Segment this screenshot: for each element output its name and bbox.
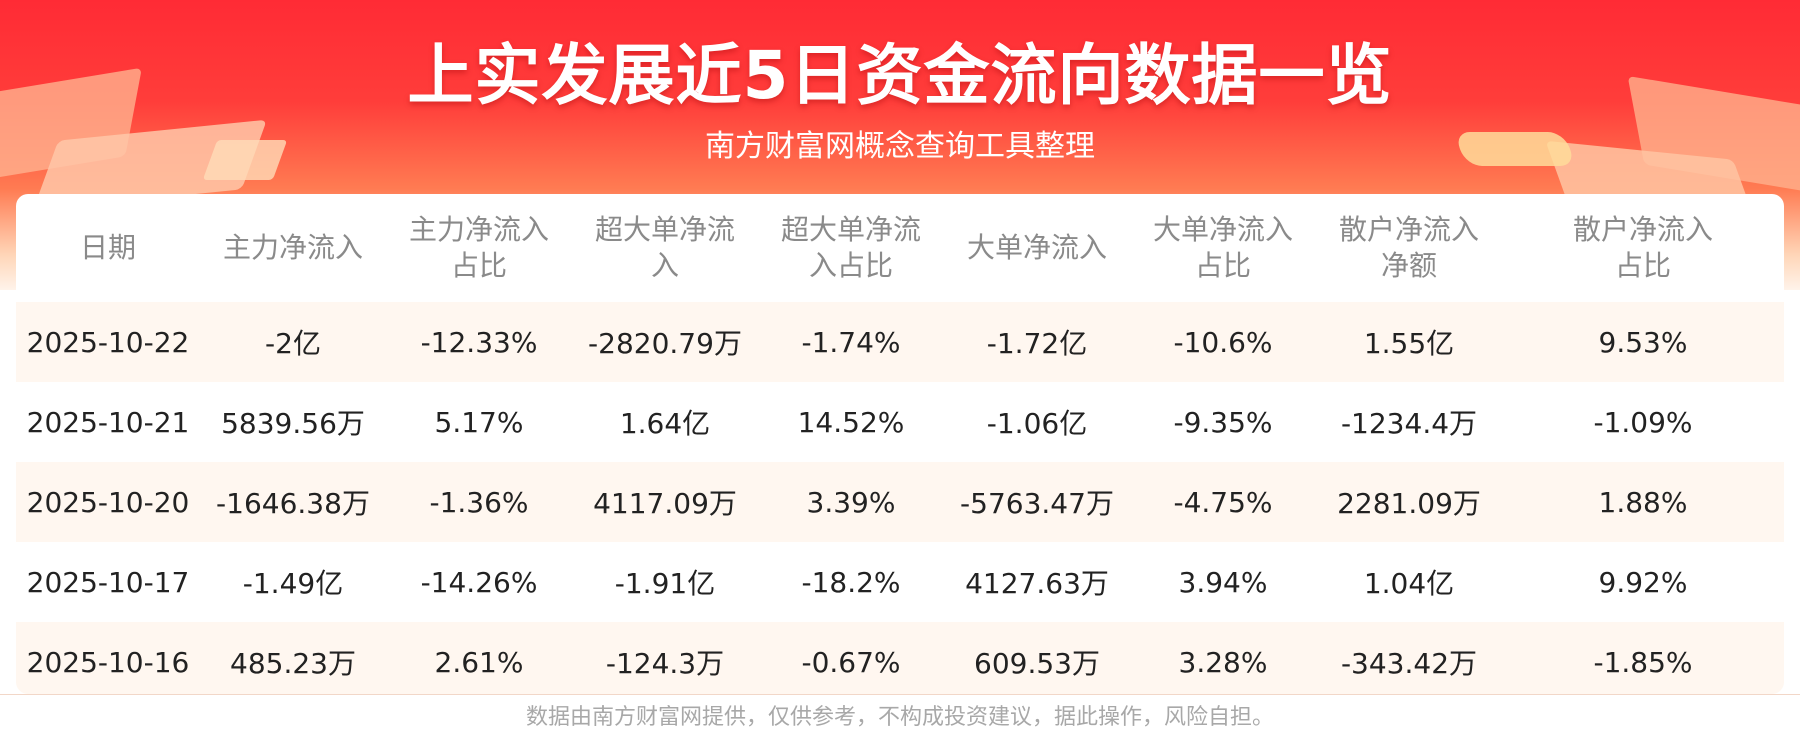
column-header-line: 占比 [450, 249, 507, 282]
column-header-line: 散户净流入 [1338, 213, 1479, 246]
table-card: S 南方财富网 outhmoney.com 日期主力净流入主力净流入占比超大单净… [16, 194, 1784, 694]
value-cell: 2.61% [386, 622, 572, 694]
page-title: 上实发展近5日资金流向数据一览 [407, 37, 1393, 114]
column-header-line: 日期 [79, 231, 136, 264]
table-row: 2025-10-20 -1646.38万 -1.36% 4117.09万 3.39% -5… [16, 462, 1784, 542]
value-cell: 1.04亿 [1316, 542, 1502, 622]
value-cell: 4127.63万 [944, 542, 1130, 622]
date-cell: 2025-10-17 [16, 542, 200, 622]
column-header-line: 超大单净流 [594, 213, 735, 246]
value-cell: -1.85% [1502, 622, 1784, 694]
value-cell: -1.06亿 [944, 382, 1130, 462]
table-row: 2025-10-17 -1.49亿 -14.26% -1.91亿 -18.2% 4127.… [16, 542, 1784, 622]
value-cell: -1646.38万 [200, 462, 386, 542]
column-header-line: 主力净流入 [408, 213, 549, 246]
column-header: 主力净流入 [200, 194, 386, 302]
table-header-row: 日期 主力净流入 主力净流入 占比 超大单净流入超大单净流 入占比 大单净流入 大单净流入 占比… [16, 194, 1784, 302]
table-row: 2025-10-16 485.23万 2.61% -124.3万 -0.67% 609.5… [16, 622, 1784, 694]
column-header-line: 散户净流入 [1572, 213, 1713, 246]
column-header: 日期 [16, 194, 200, 302]
column-header: 大单净流入 [944, 194, 1130, 302]
value-cell: 5839.56万 [200, 382, 386, 462]
page-subtitle: 南方财富网概念查询工具整理 [705, 129, 1095, 164]
column-header: 主力净流入 占比 [386, 194, 572, 302]
date-cell: 2025-10-21 [16, 382, 200, 462]
value-cell: -1234.4万 [1316, 382, 1502, 462]
value-cell: 3.28% [1130, 622, 1316, 694]
table-body: 2025-10-22 -2亿 -12.33% -2820.79万 -1.74% -1.72… [16, 302, 1784, 694]
value-cell: -1.09% [1502, 382, 1784, 462]
column-header: 大单净流入 占比 [1130, 194, 1316, 302]
column-header: 散户净流入 净额 [1316, 194, 1502, 302]
value-cell: 1.55亿 [1316, 302, 1502, 382]
value-cell: -1.91亿 [572, 542, 758, 622]
column-header-line: 大单净流入 [1152, 213, 1293, 246]
fund-flow-table: 日期 主力净流入 主力净流入 占比 超大单净流入超大单净流 入占比 大单净流入 大单净流入 占比… [16, 194, 1784, 694]
table-row: 2025-10-21 5839.56万 5.17% 1.64亿 14.52% -1.06亿… [16, 382, 1784, 462]
value-cell: 609.53万 [944, 622, 1130, 694]
table-row: 2025-10-22 -2亿 -12.33% -2820.79万 -1.74% -1.72… [16, 302, 1784, 382]
value-cell: -5763.47万 [944, 462, 1130, 542]
value-cell: -2亿 [200, 302, 386, 382]
value-cell: -1.36% [386, 462, 572, 542]
disclaimer-footer: 数据由南方财富网提供，仅供参考，不构成投资建议，据此操作，风险自担。 [0, 694, 1800, 743]
column-header-line: 入占比 [808, 249, 893, 282]
value-cell: 9.53% [1502, 302, 1784, 382]
value-cell: -2820.79万 [572, 302, 758, 382]
date-cell: 2025-10-16 [16, 622, 200, 694]
column-header-line: 占比 [1614, 249, 1671, 282]
value-cell: -1.49亿 [200, 542, 386, 622]
value-cell: 3.94% [1130, 542, 1316, 622]
column-header-line: 入 [650, 249, 679, 282]
date-cell: 2025-10-20 [16, 462, 200, 542]
value-cell: -12.33% [386, 302, 572, 382]
value-cell: 1.88% [1502, 462, 1784, 542]
value-cell: -0.67% [758, 622, 944, 694]
value-cell: 14.52% [758, 382, 944, 462]
value-cell: 9.92% [1502, 542, 1784, 622]
value-cell: -10.6% [1130, 302, 1316, 382]
column-header-line: 大单净流入 [966, 231, 1107, 264]
value-cell: 2281.09万 [1316, 462, 1502, 542]
value-cell: 1.64亿 [572, 382, 758, 462]
column-header-line: 超大单净流 [780, 213, 921, 246]
value-cell: 4117.09万 [572, 462, 758, 542]
value-cell: -4.75% [1130, 462, 1316, 542]
value-cell: 5.17% [386, 382, 572, 462]
value-cell: -9.35% [1130, 382, 1316, 462]
value-cell: 3.39% [758, 462, 944, 542]
column-header-line: 主力净流入 [222, 231, 363, 264]
value-cell: 485.23万 [200, 622, 386, 694]
column-header: 超大单净流 入占比 [758, 194, 944, 302]
column-header-line: 占比 [1194, 249, 1251, 282]
column-header-line: 净额 [1380, 249, 1437, 282]
value-cell: -18.2% [758, 542, 944, 622]
value-cell: -14.26% [386, 542, 572, 622]
value-cell: -1.74% [758, 302, 944, 382]
value-cell: -1.72亿 [944, 302, 1130, 382]
value-cell: -124.3万 [572, 622, 758, 694]
column-header: 散户净流入 占比 [1502, 194, 1784, 302]
column-header: 超大单净流入 [572, 194, 758, 302]
date-cell: 2025-10-22 [16, 302, 200, 382]
value-cell: -343.42万 [1316, 622, 1502, 694]
